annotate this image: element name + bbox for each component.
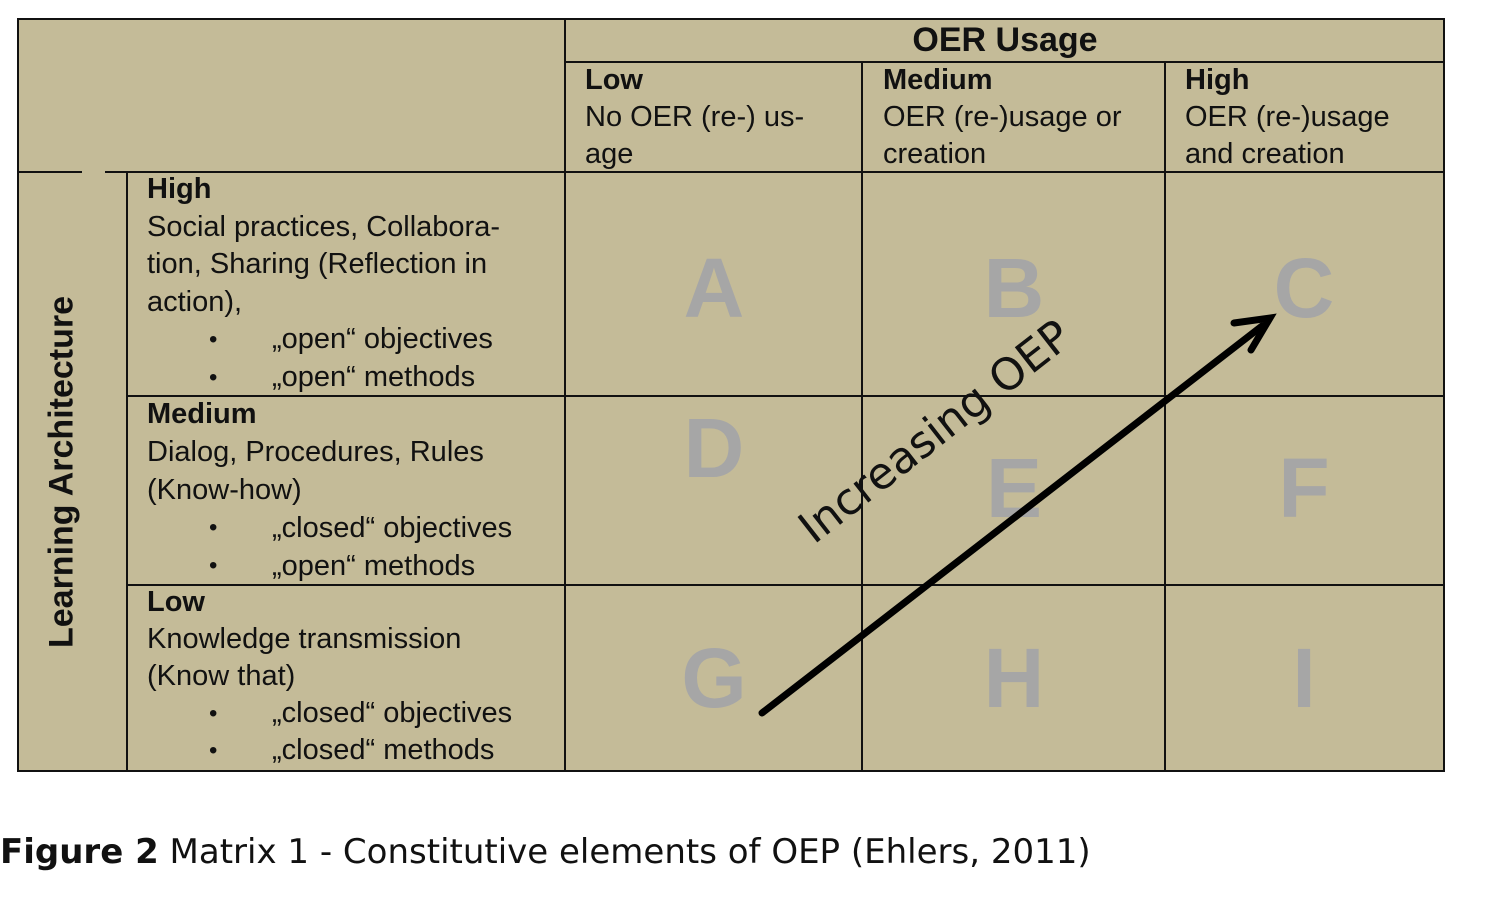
- column-desc: No OER (re-) us-age: [585, 101, 805, 170]
- cell-letter-a: A: [683, 241, 745, 335]
- cell-letter-h: H: [983, 631, 1045, 725]
- cell-letter-f: F: [1278, 441, 1330, 535]
- grid-line: [127, 395, 1445, 397]
- cell-letter-d: D: [683, 401, 745, 495]
- grid-line: [126, 172, 128, 772]
- column-header-medium: Medium OER (re-)usage or creation: [883, 62, 1153, 173]
- bullet-item: „closed“ methods: [147, 732, 557, 769]
- arrow-shaft: [758, 322, 1266, 717]
- row-header-high: High Social practices, Collabora-tion, S…: [147, 171, 557, 396]
- column-header-low: Low No OER (re-) us-age: [585, 62, 850, 173]
- bullet-item: „open“ methods: [147, 359, 557, 397]
- row-desc: Dialog, Procedures, Rules (Know-how): [147, 436, 484, 506]
- figure-caption: Figure 2 Matrix 1 - Constitutive element…: [0, 832, 1091, 872]
- row-header-low: Low Knowledge transmission (Know that) „…: [147, 584, 557, 769]
- row-level: Medium: [147, 398, 257, 430]
- column-desc: OER (re-)usage and creation: [1185, 101, 1390, 170]
- col-axis-title: OER Usage: [912, 21, 1098, 59]
- grid-line: [17, 171, 82, 173]
- cell-letter-g: G: [681, 631, 747, 725]
- column-level: High: [1185, 64, 1250, 96]
- row-level: High: [147, 173, 212, 205]
- row-header-medium: Medium Dialog, Procedures, Rules (Know-h…: [147, 395, 557, 585]
- column-header-high: High OER (re-)usage and creation: [1185, 62, 1435, 173]
- bullet-item: „open“ methods: [147, 547, 557, 585]
- arrow-head-icon: [1230, 313, 1277, 354]
- cell-letter-c: C: [1273, 241, 1335, 335]
- caption-label: Figure 2: [0, 832, 159, 872]
- bullet-item: „closed“ objectives: [147, 695, 557, 732]
- caption-text: Matrix 1 - Constitutive elements of OEP …: [158, 832, 1091, 872]
- grid-line: [105, 171, 1445, 173]
- grid-line: [565, 61, 1445, 63]
- column-level: Medium: [883, 64, 993, 96]
- row-desc: Social practices, Collabora-tion, Sharin…: [147, 210, 500, 318]
- cell-letter-i: I: [1292, 631, 1316, 725]
- row-level: Low: [147, 586, 205, 618]
- bullet-item: „open“ objectives: [147, 321, 557, 359]
- bullet-item: „closed“ objectives: [147, 509, 557, 547]
- grid-line: [1164, 62, 1166, 772]
- grid-line: [127, 584, 1445, 586]
- grid-line: [861, 62, 863, 772]
- column-level: Low: [585, 64, 643, 96]
- row-desc: Knowledge transmission (Know that): [147, 623, 462, 692]
- cell-letter-b: B: [983, 241, 1045, 335]
- column-desc: OER (re-)usage or creation: [883, 101, 1122, 170]
